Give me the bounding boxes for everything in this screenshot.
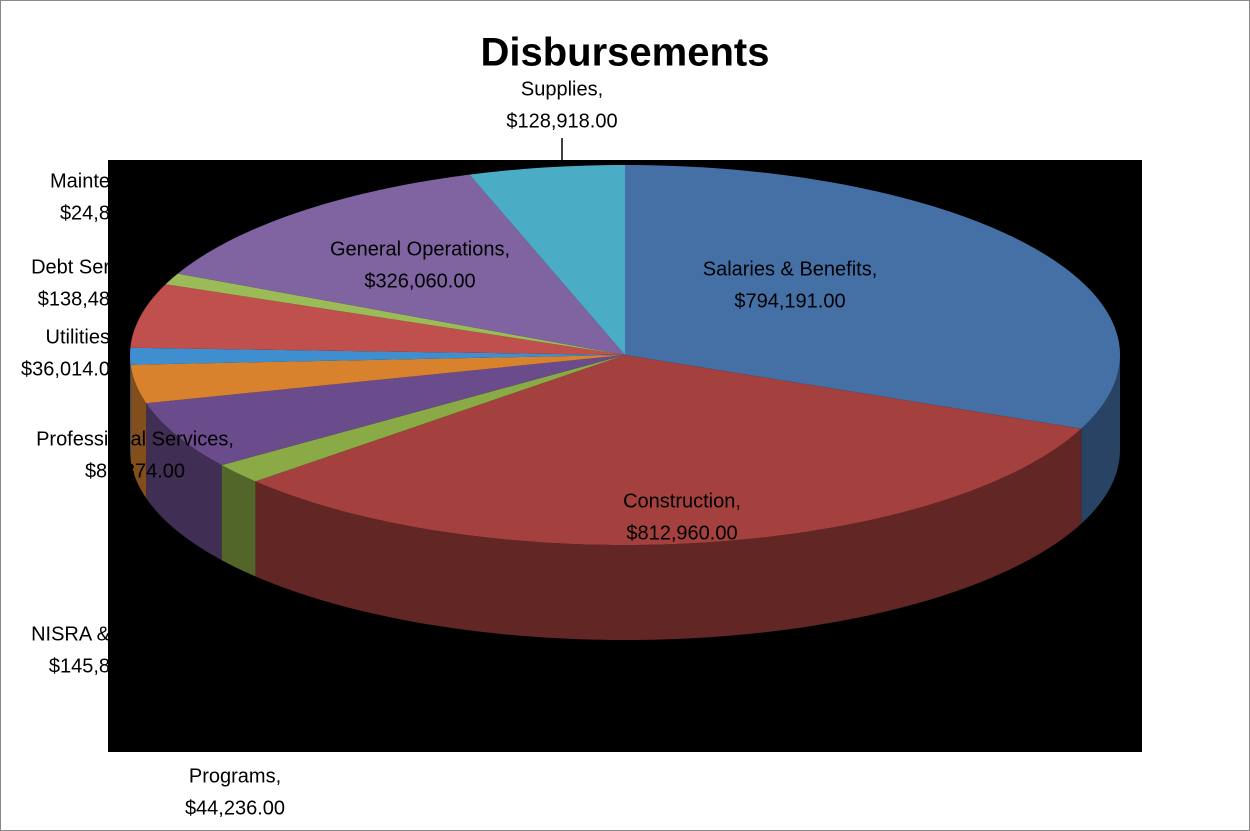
data-label-value: $82,874.00: [85, 460, 185, 482]
chart-title: Disbursements: [481, 31, 770, 75]
slice-side: [130, 355, 131, 460]
data-label-name: Construction,: [623, 490, 741, 512]
data-label-name: Utilities: [46, 326, 110, 348]
slice: [165, 273, 625, 355]
slice: [255, 355, 1082, 545]
slice: [146, 355, 625, 466]
data-label-name: Salaries & Benefits,: [703, 258, 878, 280]
data-label-value: $128,918.00: [506, 110, 617, 132]
slice: [469, 165, 625, 355]
data-label-name: Mainte: [50, 170, 110, 192]
slice-side: [255, 428, 1082, 640]
slice: [221, 355, 625, 482]
slice-side: [130, 364, 147, 499]
data-label-value: $326,060.00: [364, 270, 475, 292]
slice: [130, 284, 626, 355]
data-label-name: Programs,: [189, 765, 281, 787]
data-label-value: $138,48: [38, 288, 110, 310]
data-label-value: $44,236.00: [185, 797, 285, 819]
data-label-value: $24,8: [60, 202, 110, 224]
data-label-name: Professional Services,: [36, 428, 234, 450]
data-label-name: NISRA &: [31, 623, 111, 645]
slice: [130, 347, 625, 365]
data-label-value: $36,014.0: [21, 358, 110, 380]
slice: [177, 174, 625, 355]
slice: [130, 355, 625, 404]
slice: [625, 165, 1120, 429]
slice-side: [221, 465, 256, 577]
data-label-value: $794,191.00: [734, 290, 845, 312]
data-label-value: $145,8: [49, 655, 110, 677]
slice-side: [1081, 355, 1120, 524]
data-label-name: Supplies,: [521, 78, 603, 100]
data-label-name: Debt Ser: [31, 256, 110, 278]
slice-side: [146, 403, 222, 561]
data-label-value: $812,960.00: [626, 522, 737, 544]
data-label-name: General Operations,: [330, 238, 510, 260]
